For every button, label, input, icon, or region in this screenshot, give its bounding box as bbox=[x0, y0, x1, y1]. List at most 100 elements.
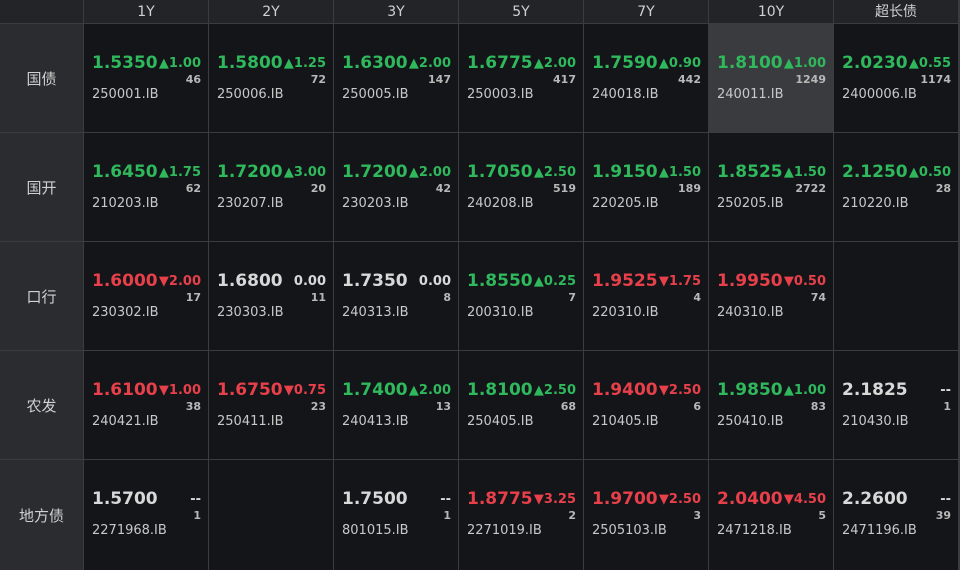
bond-code: 250006.IB bbox=[217, 87, 284, 102]
change: ▲0.25 bbox=[533, 274, 576, 289]
bond-code: 240310.IB bbox=[717, 305, 784, 320]
trade-count: 13 bbox=[435, 400, 451, 413]
change: ▲1.00 bbox=[783, 56, 826, 71]
quote-cell[interactable]: 1.9850 ▲1.00 83 250410.IB bbox=[709, 351, 833, 459]
trade-count: 11 bbox=[310, 291, 326, 304]
quote-cell[interactable]: 1.7050 ▲2.50 519 240208.IB bbox=[459, 133, 583, 241]
quote-cell[interactable]: 2.1825 -- 1 210430.IB bbox=[834, 351, 958, 459]
bond-code: 250405.IB bbox=[467, 414, 534, 429]
yield: 1.7350 bbox=[342, 271, 408, 291]
change: ▼1.00 bbox=[158, 383, 201, 398]
column-header: 2Y bbox=[209, 0, 333, 23]
yield: 1.5800 bbox=[217, 53, 283, 73]
change: ▲1.50 bbox=[783, 165, 826, 180]
quote-cell[interactable]: 1.8550 ▲0.25 7 200310.IB bbox=[459, 242, 583, 350]
quote-cell[interactable]: 1.6100 ▼1.00 38 240421.IB bbox=[84, 351, 208, 459]
change: ▼0.50 bbox=[783, 274, 826, 289]
corner-header bbox=[0, 0, 83, 23]
yield: 2.0400 bbox=[717, 489, 783, 509]
bond-code: 230203.IB bbox=[342, 196, 409, 211]
row-label: 国债 bbox=[0, 24, 83, 132]
quote-cell[interactable]: 1.7200 ▲3.00 20 230207.IB bbox=[209, 133, 333, 241]
yield: 1.8100 bbox=[467, 380, 533, 400]
quote-cell[interactable]: 1.6775 ▲2.00 417 250003.IB bbox=[459, 24, 583, 132]
quote-cell[interactable]: 2.0400 ▼4.50 5 2471218.IB bbox=[709, 460, 833, 570]
quote-cell[interactable]: 1.6450 ▲1.75 62 210203.IB bbox=[84, 133, 208, 241]
quote-cell[interactable]: 1.7500 -- 1 801015.IB bbox=[334, 460, 458, 570]
yield: 2.1250 bbox=[842, 162, 908, 182]
quote-cell[interactable]: 1.8525 ▲1.50 2722 250205.IB bbox=[709, 133, 833, 241]
quote-cell[interactable]: 1.5800 ▲1.25 72 250006.IB bbox=[209, 24, 333, 132]
column-header: 超长债 bbox=[834, 0, 958, 23]
bond-code: 210220.IB bbox=[842, 196, 909, 211]
yield: 2.1825 bbox=[842, 380, 908, 400]
trade-count: 4 bbox=[693, 291, 701, 304]
yield: 1.7200 bbox=[217, 162, 283, 182]
yield: 1.8100 bbox=[717, 53, 783, 73]
quote-cell[interactable]: 1.7200 ▲2.00 42 230203.IB bbox=[334, 133, 458, 241]
quote-cell[interactable]: 1.9950 ▼0.50 74 240310.IB bbox=[709, 242, 833, 350]
change: -- bbox=[940, 492, 951, 507]
trade-count: 1 bbox=[943, 400, 951, 413]
quote-cell[interactable]: 1.5350 ▲1.00 46 250001.IB bbox=[84, 24, 208, 132]
bond-code: 240313.IB bbox=[342, 305, 409, 320]
trade-count: 2722 bbox=[795, 182, 826, 195]
column-header: 10Y bbox=[709, 0, 833, 23]
row-label: 地方债 bbox=[0, 460, 83, 570]
yield: 1.9150 bbox=[592, 162, 658, 182]
change: ▼4.50 bbox=[783, 492, 826, 507]
change: 0.00 bbox=[293, 274, 326, 289]
quote-cell[interactable]: 1.6000 ▼2.00 17 230302.IB bbox=[84, 242, 208, 350]
yield: 2.2600 bbox=[842, 489, 908, 509]
trade-count: 42 bbox=[435, 182, 451, 195]
trade-count: 1174 bbox=[920, 73, 951, 86]
quote-cell[interactable]: 1.7590 ▲0.90 442 240018.IB bbox=[584, 24, 708, 132]
bond-code: 230207.IB bbox=[217, 196, 284, 211]
quote-cell[interactable]: 2.1250 ▲0.50 28 210220.IB bbox=[834, 133, 958, 241]
bond-code: 250411.IB bbox=[217, 414, 284, 429]
bond-code: 220205.IB bbox=[592, 196, 659, 211]
bond-code: 250205.IB bbox=[717, 196, 784, 211]
quote-cell bbox=[834, 242, 958, 350]
bond-code: 240421.IB bbox=[92, 414, 159, 429]
bond-code: 210430.IB bbox=[842, 414, 909, 429]
quote-cell[interactable]: 1.9525 ▼1.75 4 220310.IB bbox=[584, 242, 708, 350]
trade-count: 519 bbox=[553, 182, 576, 195]
quote-cell[interactable]: 2.2600 -- 39 2471196.IB bbox=[834, 460, 958, 570]
change: ▲3.00 bbox=[283, 165, 326, 180]
change: -- bbox=[440, 492, 451, 507]
change: ▲2.00 bbox=[408, 56, 451, 71]
column-header: 1Y bbox=[84, 0, 208, 23]
quote-cell[interactable]: 1.9400 ▼2.50 6 210405.IB bbox=[584, 351, 708, 459]
yield: 1.9400 bbox=[592, 380, 658, 400]
yield: 1.6775 bbox=[467, 53, 533, 73]
change: ▲2.50 bbox=[533, 165, 576, 180]
quote-cell[interactable]: 1.6750 ▼0.75 23 250411.IB bbox=[209, 351, 333, 459]
row-label: 农发 bbox=[0, 351, 83, 459]
bond-code: 2471218.IB bbox=[717, 523, 792, 538]
quote-cell[interactable]: 1.7400 ▲2.00 13 240413.IB bbox=[334, 351, 458, 459]
yield: 1.6450 bbox=[92, 162, 158, 182]
quote-cell[interactable]: 1.8775 ▼3.25 2 2271019.IB bbox=[459, 460, 583, 570]
change: 0.00 bbox=[418, 274, 451, 289]
quote-cell[interactable]: 1.8100 ▲1.00 1249 240011.IB bbox=[709, 24, 833, 132]
trade-count: 8 bbox=[443, 291, 451, 304]
bond-code: 200310.IB bbox=[467, 305, 534, 320]
quote-cell[interactable]: 1.6300 ▲2.00 147 250005.IB bbox=[334, 24, 458, 132]
trade-count: 20 bbox=[310, 182, 326, 195]
quote-cell[interactable]: 1.9150 ▲1.50 189 220205.IB bbox=[584, 133, 708, 241]
quote-cell[interactable]: 1.9700 ▼2.50 3 2505103.IB bbox=[584, 460, 708, 570]
yield: 1.9525 bbox=[592, 271, 658, 291]
quote-cell[interactable]: 1.7350 0.00 8 240313.IB bbox=[334, 242, 458, 350]
bond-code: 2400006.IB bbox=[842, 87, 917, 102]
quote-cell[interactable]: 2.0230 ▲0.55 1174 2400006.IB bbox=[834, 24, 958, 132]
quote-cell[interactable]: 1.8100 ▲2.50 68 250405.IB bbox=[459, 351, 583, 459]
bond-code: 220310.IB bbox=[592, 305, 659, 320]
yield: 1.7400 bbox=[342, 380, 408, 400]
yield: 1.9850 bbox=[717, 380, 783, 400]
bond-code: 240011.IB bbox=[717, 87, 784, 102]
quote-cell[interactable]: 1.5700 -- 1 2271968.IB bbox=[84, 460, 208, 570]
quote-cell[interactable]: 1.6800 0.00 11 230303.IB bbox=[209, 242, 333, 350]
